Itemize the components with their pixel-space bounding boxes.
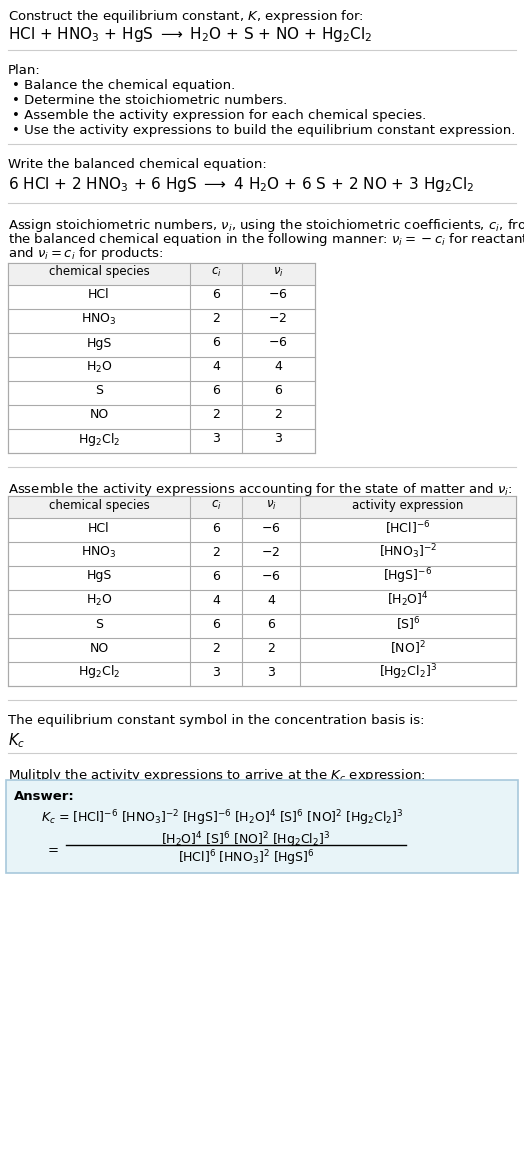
Text: S: S	[95, 618, 103, 630]
Text: 4: 4	[212, 593, 220, 606]
Text: HgS: HgS	[86, 336, 112, 350]
Text: [S]$^6$: [S]$^6$	[396, 615, 420, 633]
Text: 6: 6	[212, 385, 220, 398]
Text: $K_c$ = [HCl]$^{-6}$ [HNO$_3$]$^{-2}$ [HgS]$^{-6}$ [H$_2$O]$^4$ [S]$^6$ [NO]$^2$: $K_c$ = [HCl]$^{-6}$ [HNO$_3$]$^{-2}$ [H…	[41, 808, 404, 828]
Text: S: S	[95, 385, 103, 398]
Text: Hg$_2$Cl$_2$: Hg$_2$Cl$_2$	[78, 664, 120, 680]
Bar	[8, 495, 516, 518]
Text: • Determine the stoichiometric numbers.: • Determine the stoichiometric numbers.	[12, 94, 287, 107]
Text: [HCl]$^{-6}$: [HCl]$^{-6}$	[385, 519, 431, 537]
Text: 2: 2	[212, 408, 220, 421]
Text: $-2$: $-2$	[268, 313, 288, 326]
Text: NO: NO	[90, 642, 108, 655]
Bar	[8, 263, 315, 285]
Text: 3: 3	[212, 433, 220, 445]
Text: [Hg$_2$Cl$_2$]$^3$: [Hg$_2$Cl$_2$]$^3$	[379, 662, 437, 682]
Bar	[8, 263, 315, 454]
Text: Construct the equilibrium constant, $K$, expression for:: Construct the equilibrium constant, $K$,…	[8, 8, 364, 24]
Text: 6: 6	[212, 288, 220, 301]
Text: 3: 3	[212, 665, 220, 678]
Text: H$_2$O: H$_2$O	[86, 359, 112, 374]
Text: $c_i$: $c_i$	[211, 265, 221, 279]
Text: 2: 2	[267, 642, 275, 655]
Text: and $\nu_i = c_i$ for products:: and $\nu_i = c_i$ for products:	[8, 245, 163, 262]
Text: HCl: HCl	[88, 521, 110, 535]
Text: • Assemble the activity expression for each chemical species.: • Assemble the activity expression for e…	[12, 109, 426, 122]
Text: 3: 3	[267, 665, 275, 678]
Text: 6: 6	[267, 618, 275, 630]
Text: Write the balanced chemical equation:: Write the balanced chemical equation:	[8, 158, 267, 171]
Text: $\nu_i$: $\nu_i$	[266, 499, 276, 512]
Text: HCl + HNO$_3$ + HgS $\longrightarrow$ H$_2$O + S + NO + Hg$_2$Cl$_2$: HCl + HNO$_3$ + HgS $\longrightarrow$ H$…	[8, 24, 373, 44]
Text: $c_i$: $c_i$	[211, 499, 221, 512]
Text: 3: 3	[274, 433, 282, 445]
Text: 6: 6	[212, 570, 220, 583]
Text: [H$_2$O]$^4$: [H$_2$O]$^4$	[387, 591, 429, 609]
Text: • Balance the chemical equation.: • Balance the chemical equation.	[12, 79, 235, 92]
Text: HNO$_3$: HNO$_3$	[81, 544, 117, 559]
Text: [H$_2$O]$^4$ [S]$^6$ [NO]$^2$ [Hg$_2$Cl$_2$]$^3$: [H$_2$O]$^4$ [S]$^6$ [NO]$^2$ [Hg$_2$Cl$…	[161, 830, 331, 850]
Text: [HNO$_3$]$^{-2}$: [HNO$_3$]$^{-2}$	[379, 543, 437, 562]
Text: 4: 4	[274, 361, 282, 373]
Text: 6: 6	[274, 385, 282, 398]
Text: $-2$: $-2$	[261, 545, 280, 558]
Text: [NO]$^2$: [NO]$^2$	[390, 640, 426, 657]
Text: NO: NO	[90, 408, 108, 421]
Text: chemical species: chemical species	[49, 265, 149, 278]
Text: Mulitply the activity expressions to arrive at the $K_c$ expression:: Mulitply the activity expressions to arr…	[8, 768, 426, 784]
Bar	[8, 495, 516, 686]
Text: The equilibrium constant symbol in the concentration basis is:: The equilibrium constant symbol in the c…	[8, 714, 424, 727]
Text: $K_c$: $K_c$	[8, 732, 25, 750]
Text: H$_2$O: H$_2$O	[86, 592, 112, 607]
Bar	[6, 780, 518, 873]
Text: $\nu_i$: $\nu_i$	[272, 265, 283, 279]
Text: HgS: HgS	[86, 570, 112, 583]
Text: the balanced chemical equation in the following manner: $\nu_i = -c_i$ for react: the balanced chemical equation in the fo…	[8, 231, 524, 248]
Text: Answer:: Answer:	[14, 790, 75, 802]
Text: 2: 2	[212, 313, 220, 326]
Text: 6 HCl + 2 HNO$_3$ + 6 HgS $\longrightarrow$ 4 H$_2$O + 6 S + 2 NO + 3 Hg$_2$Cl$_: 6 HCl + 2 HNO$_3$ + 6 HgS $\longrightarr…	[8, 174, 474, 194]
Text: HNO$_3$: HNO$_3$	[81, 312, 117, 327]
Text: 4: 4	[212, 361, 220, 373]
Text: [HCl]$^6$ [HNO$_3$]$^2$ [HgS]$^6$: [HCl]$^6$ [HNO$_3$]$^2$ [HgS]$^6$	[178, 848, 314, 868]
Text: 2: 2	[212, 545, 220, 558]
Text: chemical species: chemical species	[49, 499, 149, 512]
Text: Assign stoichiometric numbers, $\nu_i$, using the stoichiometric coefficients, $: Assign stoichiometric numbers, $\nu_i$, …	[8, 217, 524, 234]
Text: $-6$: $-6$	[268, 288, 288, 301]
Text: 6: 6	[212, 521, 220, 535]
Text: • Use the activity expressions to build the equilibrium constant expression.: • Use the activity expressions to build …	[12, 124, 516, 137]
Text: $-6$: $-6$	[268, 336, 288, 350]
Text: $-6$: $-6$	[261, 570, 281, 583]
Text: 6: 6	[212, 336, 220, 350]
Text: 2: 2	[212, 642, 220, 655]
Text: Assemble the activity expressions accounting for the state of matter and $\nu_i$: Assemble the activity expressions accoun…	[8, 481, 512, 498]
Text: 4: 4	[267, 593, 275, 606]
Text: 2: 2	[274, 408, 282, 421]
Text: $-6$: $-6$	[261, 521, 281, 535]
Text: activity expression: activity expression	[352, 499, 464, 512]
Text: =: =	[48, 844, 59, 857]
Text: [HgS]$^{-6}$: [HgS]$^{-6}$	[384, 566, 432, 586]
Text: 6: 6	[212, 618, 220, 630]
Text: Plan:: Plan:	[8, 64, 41, 77]
Text: HCl: HCl	[88, 288, 110, 301]
Text: Hg$_2$Cl$_2$: Hg$_2$Cl$_2$	[78, 430, 120, 448]
